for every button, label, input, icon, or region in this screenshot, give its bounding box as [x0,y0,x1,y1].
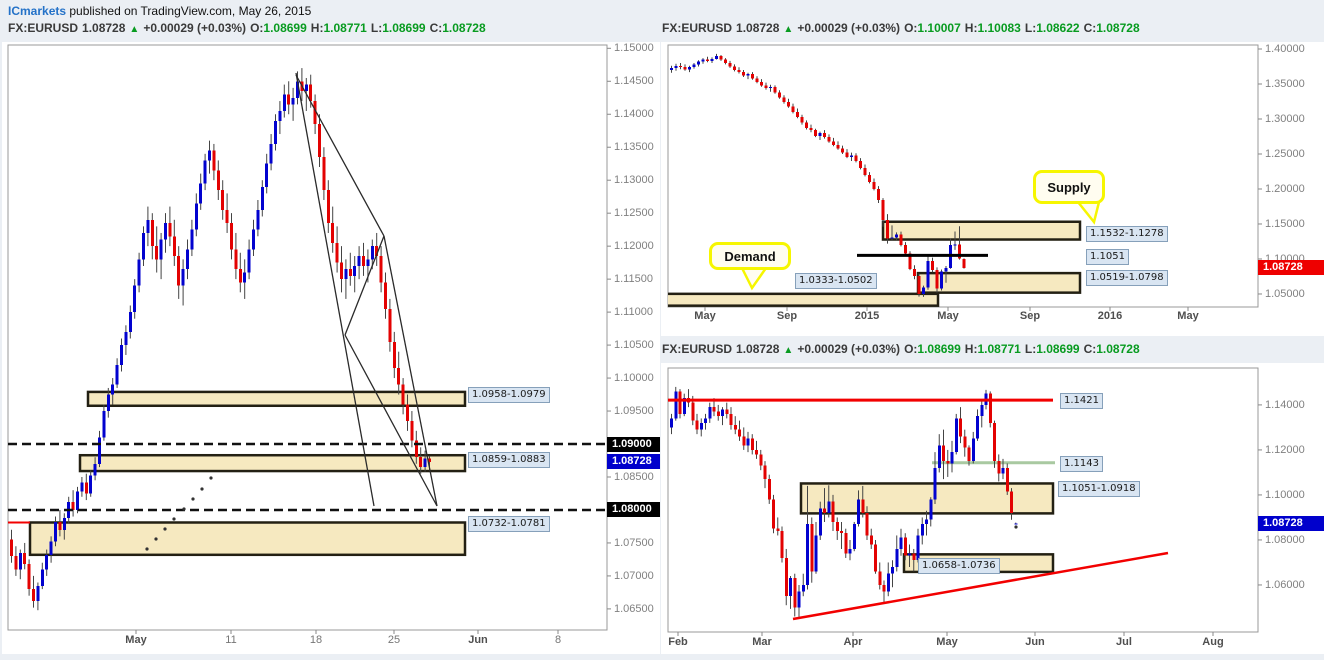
ticker-240: FX:EURUSD 1.08728 ▲ +0.00029 (+0.03%) O:1.08… [8,21,490,35]
open-label: O: [904,21,918,35]
low-label: L: [1024,342,1037,356]
low-value: 1.08699 [382,21,426,35]
high-value: 1.08771 [977,342,1021,356]
high-label: H: [310,21,324,35]
up-arrow-icon: ▲ [783,345,794,356]
open-label: O: [250,21,264,35]
ticker-daily: FX:EURUSD 1.08728 ▲ +0.00029 (+0.03%) O:1.08… [662,342,1144,356]
open-label: O: [904,342,918,356]
demand-callout[interactable]: Demand [709,242,791,270]
publish-header: ICmarkets published on TradingView.com, … [8,4,311,18]
ticker-symbol[interactable]: FX:EURUSD [662,21,733,35]
close-label: C: [1083,21,1097,35]
publish-header-text: published on TradingView.com, May 26, 20… [66,4,312,18]
open-value: 1.08699 [917,342,961,356]
high-label: H: [964,21,978,35]
close-label: C: [1083,342,1097,356]
brand-link[interactable]: ICmarkets [8,4,67,18]
ticker-weekly: FX:EURUSD 1.08728 ▲ +0.00029 (+0.03%) O:1.10… [662,21,1144,35]
ticker-symbol[interactable]: FX:EURUSD [8,21,79,35]
ticker-change: +0.00029 (+0.03%) [797,21,901,35]
close-value: 1.08728 [1096,342,1140,356]
low-value: 1.08622 [1036,21,1080,35]
open-value: 1.08699 [263,21,307,35]
ticker-symbol[interactable]: FX:EURUSD [662,342,733,356]
ticker-price: 1.08728 [736,21,780,35]
high-value: 1.10083 [977,21,1021,35]
low-value: 1.08699 [1036,342,1080,356]
up-arrow-icon: ▲ [129,24,140,35]
close-value: 1.08728 [442,21,486,35]
close-value: 1.08728 [1096,21,1140,35]
up-arrow-icon: ▲ [783,24,794,35]
ticker-change: +0.00029 (+0.03%) [143,21,247,35]
supply-callout[interactable]: Supply [1033,170,1105,204]
low-label: L: [370,21,383,35]
ticker-change: +0.00029 (+0.03%) [797,342,901,356]
high-value: 1.08771 [323,21,367,35]
close-label: C: [429,21,443,35]
ticker-price: 1.08728 [736,342,780,356]
high-label: H: [964,342,978,356]
open-value: 1.10007 [917,21,961,35]
low-label: L: [1024,21,1037,35]
ticker-price: 1.08728 [82,21,126,35]
